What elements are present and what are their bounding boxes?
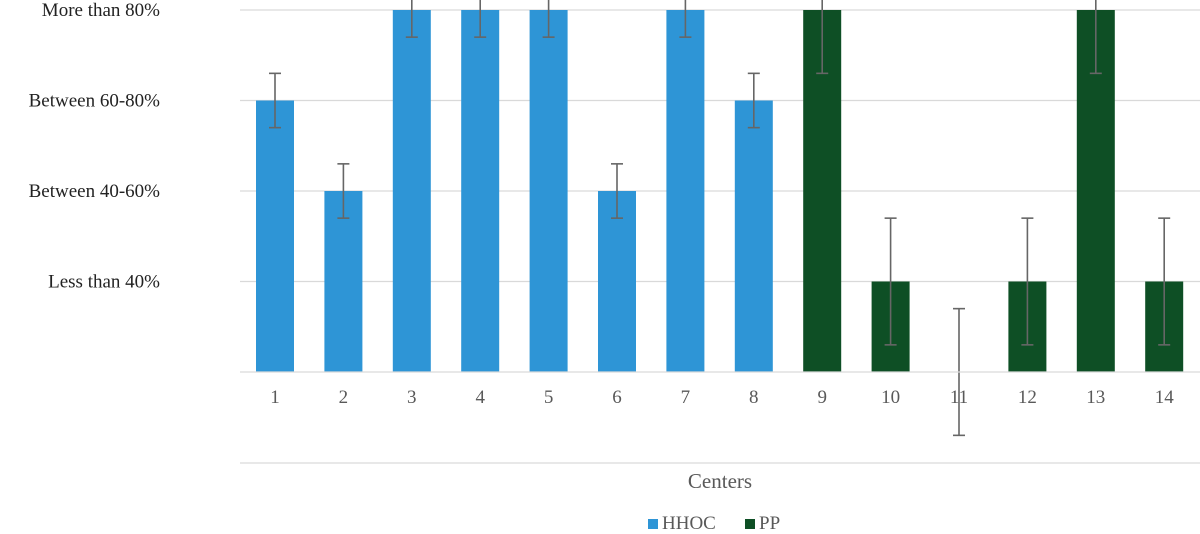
- bar-hhoc-3: [392, 10, 431, 372]
- x-axis-label: Centers: [688, 469, 752, 493]
- x-tick-label: 2: [339, 387, 349, 408]
- x-tick-label: 9: [817, 387, 827, 408]
- error-bar-hhoc-3: [405, 0, 418, 38]
- x-axis-tick-labels: 1 2 3 4 5 6 7 8 9 10 11 12 13 14: [270, 387, 1174, 408]
- error-bar-hhoc-4: [474, 0, 487, 38]
- x-tick-label: 6: [612, 387, 622, 408]
- bar-hhoc-1: [256, 100, 294, 372]
- legend-item-hhoc: HHOC: [648, 513, 716, 534]
- bar-hhoc-2: [324, 191, 363, 372]
- legend-swatch: [648, 519, 658, 529]
- x-tick-label: 7: [681, 387, 691, 408]
- error-bar-hhoc-6: [611, 163, 623, 219]
- legend-label: HHOC: [662, 513, 716, 534]
- bar-hhoc-6: [598, 191, 636, 372]
- legend-swatch: [745, 519, 755, 529]
- error-bar-pp-10: [884, 217, 897, 346]
- bar-hhoc-8: [734, 100, 773, 372]
- error-bar-hhoc-8: [747, 72, 760, 129]
- y-tick-label: Less than 40%: [48, 272, 160, 293]
- error-bar-pp-9: [816, 0, 829, 75]
- x-tick-label: 5: [544, 387, 554, 408]
- legend-item-pp: PP: [745, 513, 780, 534]
- error-bar-pp-14: [1158, 217, 1171, 346]
- x-tick-label: 12: [1018, 387, 1037, 408]
- error-bar-hhoc-1: [269, 72, 281, 129]
- x-tick-label: 1: [270, 387, 280, 408]
- bar-hhoc-7: [666, 10, 705, 372]
- bars: [256, 10, 1184, 372]
- y-tick-label: Between 40-60%: [29, 181, 161, 202]
- x-tick-label: 3: [407, 387, 417, 408]
- gridlines: [240, 9, 1200, 283]
- error-bar-hhoc-7: [679, 0, 692, 38]
- bar-hhoc-5: [529, 10, 568, 372]
- x-tick-label: 13: [1086, 387, 1105, 408]
- error-bar-hhoc-2: [337, 163, 350, 219]
- x-tick-label: 10: [881, 387, 900, 408]
- y-tick-label: Between 60-80%: [29, 91, 161, 112]
- legend-label: PP: [759, 513, 780, 534]
- bar-hhoc-4: [461, 10, 500, 372]
- error-bar-pp-13: [1089, 0, 1102, 75]
- y-axis-tick-labels: Less than 40% Between 40-60% Between 60-80…: [29, 0, 161, 293]
- x-tick-label: 14: [1155, 387, 1175, 408]
- y-tick-label: More than 80%: [42, 0, 160, 21]
- legend: HHOC PP: [648, 513, 780, 534]
- error-bar-pp-12: [1021, 217, 1034, 346]
- error-bars: [269, 0, 1171, 437]
- error-bar-hhoc-5: [542, 0, 555, 38]
- x-tick-label: 8: [749, 387, 759, 408]
- x-tick-label: 11: [950, 387, 968, 408]
- x-tick-label: 4: [475, 387, 485, 408]
